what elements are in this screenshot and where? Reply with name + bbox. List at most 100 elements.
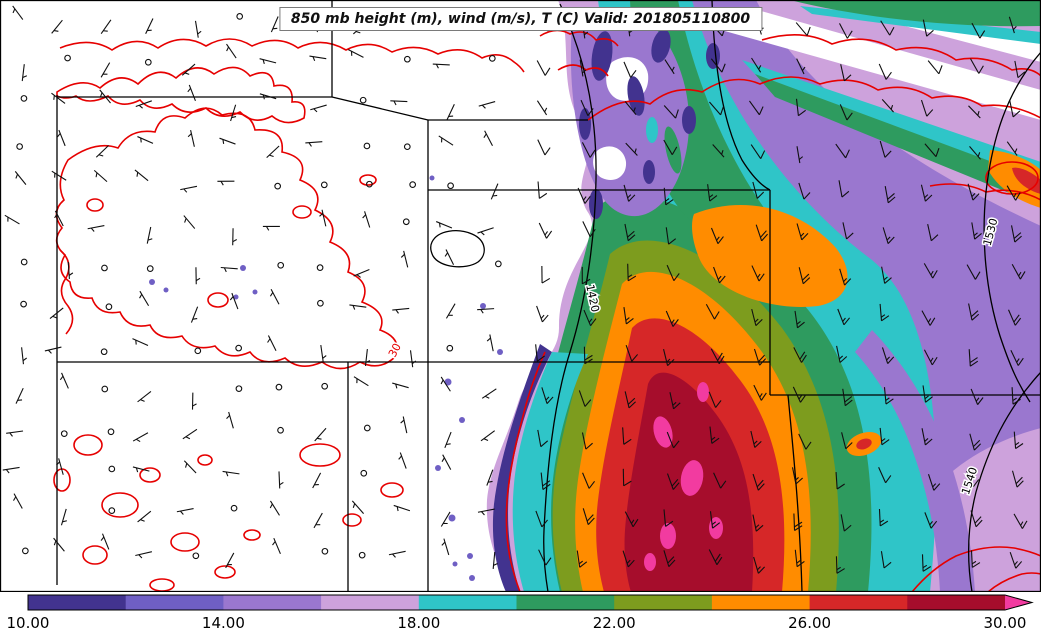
wind-barb [184, 218, 187, 223]
wind-barb [493, 562, 498, 566]
wind-barb [927, 318, 932, 323]
wind-barb [321, 547, 329, 555]
wind-barb [842, 222, 848, 240]
wind-barb [313, 512, 323, 529]
wind-barb [584, 354, 593, 361]
wind-barb [713, 311, 720, 320]
map-shape [139, 467, 161, 483]
wind-barb [927, 474, 935, 491]
wind-barb [801, 354, 807, 363]
wind-barb [192, 552, 200, 560]
wind-barb [1014, 317, 1022, 326]
wind-barb [799, 351, 806, 360]
wind-barb [715, 400, 722, 408]
map-shape [28, 595, 127, 610]
wind-barb [843, 278, 848, 283]
wind-barb [627, 234, 636, 242]
wind-barb [922, 564, 928, 569]
wind-barb [316, 264, 324, 272]
wind-barb [757, 273, 761, 279]
wind-barb [409, 181, 417, 188]
wind-barb [541, 314, 549, 323]
wind-barb [802, 277, 811, 285]
wind-barb [709, 511, 714, 529]
wind-barb [879, 520, 889, 527]
wind-barb [794, 549, 798, 567]
wind-barb [22, 75, 28, 79]
wind-barb [190, 130, 195, 147]
wind-barb [444, 431, 452, 449]
wind-barb [53, 537, 65, 552]
wind-barb [663, 509, 667, 527]
wind-barb [90, 227, 95, 232]
wind-barb [481, 104, 486, 109]
wind-barb [1014, 148, 1018, 153]
map-shape [907, 595, 1006, 610]
wind-barb [923, 349, 933, 366]
wind-barb [446, 344, 454, 352]
wind-barb [105, 303, 113, 311]
wind-barb [757, 483, 765, 491]
wind-barb [805, 441, 812, 450]
wind-barb [197, 30, 202, 35]
wind-barb [885, 475, 892, 484]
map-shape [207, 292, 229, 308]
wind-barb [483, 438, 489, 441]
wind-barb [226, 46, 230, 52]
wind-barb [755, 524, 764, 532]
wind-barb [926, 29, 934, 37]
map-shape [252, 289, 258, 295]
wind-barb [666, 358, 671, 363]
wind-barb [760, 150, 766, 159]
wind-barb [390, 100, 408, 103]
wind-barb [100, 62, 111, 78]
wind-barb [881, 99, 894, 113]
map-shape [101, 492, 139, 518]
wind-barb [1012, 397, 1017, 402]
wind-barb [393, 100, 397, 106]
wind-barb [277, 426, 284, 434]
wind-barb [921, 310, 931, 326]
map-shape [170, 532, 200, 552]
map-shape [149, 279, 155, 285]
wind-barb [932, 270, 938, 279]
wind-barb [883, 561, 892, 569]
wind-barb [190, 306, 199, 323]
wind-barb [54, 210, 64, 227]
map-shape [418, 595, 517, 610]
wind-barb [926, 109, 934, 117]
map-shape [342, 513, 362, 527]
wind-barb [351, 500, 365, 514]
wind-barb [62, 520, 67, 523]
wind-barb [663, 139, 673, 155]
wind-barb [884, 186, 889, 203]
wind-barb [844, 399, 853, 407]
wind-barb [192, 317, 198, 320]
wind-barb [138, 554, 143, 559]
wind-barb [486, 469, 494, 486]
colorbar-tick-label: 18.00 [397, 614, 440, 632]
wind-barb [923, 263, 934, 279]
wind-barb [668, 559, 676, 567]
wind-barb [235, 344, 243, 352]
wind-barb [756, 479, 764, 488]
wind-barb [1013, 314, 1020, 323]
wind-barb [705, 303, 715, 320]
wind-barb [623, 61, 632, 78]
wind-barb [665, 310, 674, 327]
map-shape [56, 66, 306, 124]
wind-barb [839, 23, 848, 39]
wind-barb [672, 319, 679, 327]
wind-barb [883, 276, 888, 281]
wind-barb [145, 18, 154, 35]
map-shape [761, 34, 1041, 77]
wind-barb [481, 511, 485, 516]
wind-barb [755, 524, 760, 529]
wind-barb [134, 169, 149, 182]
wind-barb [101, 264, 108, 272]
wind-barb [931, 356, 938, 366]
wind-barb [226, 415, 231, 420]
wind-barb [443, 538, 450, 556]
map-shape [435, 465, 441, 471]
wind-barb [484, 395, 490, 399]
